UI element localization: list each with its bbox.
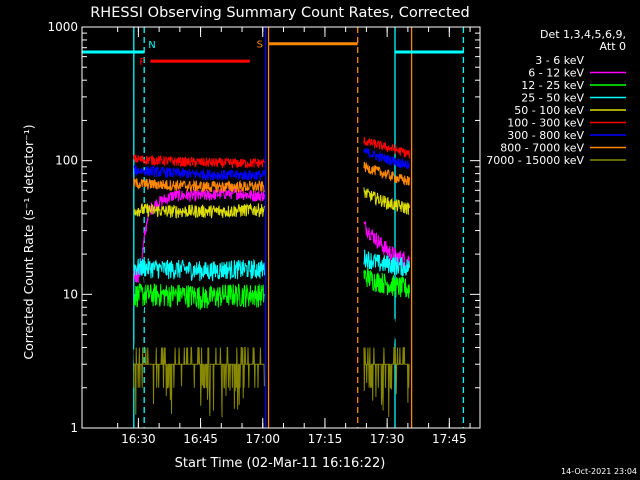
legend-label: 100 - 300 keV [507, 117, 584, 130]
x-tick-label: 17:45 [432, 432, 467, 446]
y-tick-label: 1 [70, 421, 78, 435]
flag-label-n: N [148, 40, 155, 51]
plot-frame [81, 26, 481, 429]
series-path-2 [363, 266, 410, 299]
series-path-1 [133, 154, 265, 169]
y-axis-label: Corrected Count Rate (s⁻¹ detector⁻¹) [21, 124, 36, 359]
flag-label-s: S [257, 40, 263, 51]
series-path-2 [363, 137, 410, 159]
y-tick-label: 10 [63, 287, 78, 301]
series-path-2 [363, 161, 410, 186]
series-25-50-kev [133, 249, 410, 282]
y-tick-label: 1000 [47, 20, 78, 34]
x-tick-label: 17:15 [308, 432, 343, 446]
series-path-2 [363, 147, 410, 170]
series-path-1 [133, 258, 265, 282]
x-tick-label: 16:30 [121, 432, 156, 446]
x-tick-label: 16:45 [183, 432, 218, 446]
chart-title: RHESSI Observing Summary Count Rates, Co… [90, 5, 470, 21]
series-path-1 [133, 347, 265, 418]
flag-label-f: F [139, 57, 145, 68]
legend-label: 300 - 800 keV [507, 129, 584, 142]
series-path-1 [133, 165, 265, 182]
x-tick-label: 17:30 [370, 432, 405, 446]
series-12-25-kev [133, 266, 410, 310]
series-path-2 [363, 347, 410, 418]
legend-label: 50 - 100 keV [514, 104, 584, 117]
legend-label: 25 - 50 keV [521, 92, 584, 105]
series-path-1 [133, 283, 265, 310]
series-path-2 [363, 197, 410, 382]
timestamp: 14-Oct-2021 23:04 [561, 467, 637, 476]
x-tick-label: 17:00 [245, 432, 280, 446]
series-path-2 [363, 187, 410, 215]
series-path-1 [133, 186, 265, 283]
legend-label: 3 - 6 keV [535, 54, 584, 67]
legend-label: 12 - 25 keV [521, 79, 584, 92]
axes: 1 10 100 1000 16:30 16:45 17:00 17:15 17:30 17:45 [47, 20, 481, 446]
series-7000-15000-kev [133, 347, 410, 418]
series-path-1 [133, 177, 265, 193]
x-axis-label: Start Time (02-Mar-11 16:16:22) [175, 456, 386, 471]
legend-label: 800 - 7000 keV [500, 142, 584, 155]
legend-label: 6 - 12 keV [528, 67, 584, 80]
legend-header-line: Att 0 [600, 40, 626, 53]
y-tick-label: 100 [55, 154, 78, 168]
legend-label: 7000 - 15000 keV [486, 154, 584, 167]
series-300-800-kev [133, 147, 410, 182]
series-path-2 [363, 249, 410, 277]
series-800-7000-kev [133, 161, 410, 193]
series-path-1 [133, 202, 265, 219]
series-100-300-kev [133, 137, 410, 169]
legend-header-line: Det 1,3,4,5,6,9, [540, 28, 626, 41]
series-50-100-kev [133, 187, 410, 219]
